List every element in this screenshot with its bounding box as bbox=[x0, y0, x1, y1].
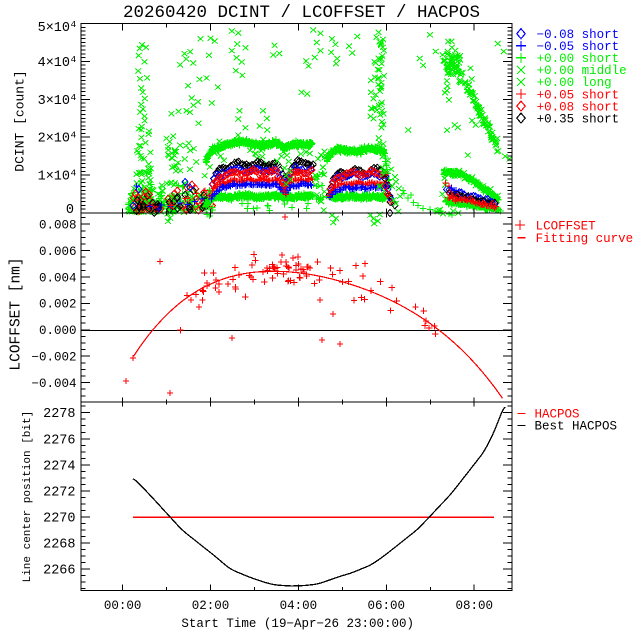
svg-text:+0.00 long: +0.00 long bbox=[537, 76, 612, 90]
svg-text:4: 4 bbox=[71, 54, 77, 65]
svg-text:LCOFFSET: LCOFFSET bbox=[536, 219, 597, 233]
svg-text:0.002: 0.002 bbox=[39, 298, 77, 312]
svg-text:0.000: 0.000 bbox=[39, 324, 77, 338]
svg-text:−0.004: −0.004 bbox=[31, 377, 76, 391]
svg-text:02:00: 02:00 bbox=[192, 599, 230, 613]
svg-text:4: 4 bbox=[71, 19, 77, 30]
svg-text:06:00: 06:00 bbox=[368, 599, 406, 613]
svg-text:Best HACPOS: Best HACPOS bbox=[535, 420, 618, 434]
svg-text:20260420 DCINT / LCOFFSET / HA: 20260420 DCINT / LCOFFSET / HACPOS bbox=[123, 3, 480, 23]
svg-text:4: 4 bbox=[71, 168, 77, 179]
svg-text:04:00: 04:00 bbox=[280, 599, 318, 613]
svg-text:0: 0 bbox=[66, 203, 74, 218]
svg-text:LCOFFSET [nm]: LCOFFSET [nm] bbox=[9, 257, 25, 370]
svg-text:−0.05 short: −0.05 short bbox=[537, 40, 620, 54]
svg-text:2272: 2272 bbox=[43, 485, 75, 500]
svg-text:2274: 2274 bbox=[43, 459, 75, 474]
svg-text:−0.08 short: −0.08 short bbox=[537, 28, 620, 42]
svg-text:1×10: 1×10 bbox=[38, 170, 70, 185]
svg-text:HACPOS: HACPOS bbox=[535, 408, 580, 422]
svg-text:0.004: 0.004 bbox=[39, 271, 77, 285]
svg-text:Fitting curve: Fitting curve bbox=[536, 232, 634, 246]
svg-text:4: 4 bbox=[71, 92, 77, 103]
svg-text:2×10: 2×10 bbox=[38, 132, 70, 147]
svg-text:2266: 2266 bbox=[43, 564, 75, 579]
svg-text:5×10: 5×10 bbox=[38, 21, 70, 36]
svg-text:0.006: 0.006 bbox=[39, 245, 77, 259]
svg-text:+0.05 short: +0.05 short bbox=[537, 88, 620, 102]
svg-text:4: 4 bbox=[71, 130, 77, 141]
svg-text:Line center position [bit]: Line center position [bit] bbox=[22, 411, 34, 583]
svg-text:2268: 2268 bbox=[43, 538, 75, 553]
svg-text:+0.00 short: +0.00 short bbox=[537, 52, 620, 66]
svg-text:2270: 2270 bbox=[43, 511, 75, 526]
svg-text:4×10: 4×10 bbox=[38, 56, 70, 71]
svg-text:0.008: 0.008 bbox=[39, 219, 77, 233]
svg-text:08:00: 08:00 bbox=[455, 599, 493, 613]
svg-text:2276: 2276 bbox=[43, 433, 75, 448]
svg-text:+0.35 short: +0.35 short bbox=[537, 112, 620, 126]
svg-text:00:00: 00:00 bbox=[104, 599, 142, 613]
svg-text:−0.002: −0.002 bbox=[31, 351, 76, 365]
svg-text:2278: 2278 bbox=[43, 407, 75, 422]
svg-text:3×10: 3×10 bbox=[38, 94, 70, 109]
svg-text:+0.00 middle: +0.00 middle bbox=[537, 64, 627, 78]
svg-text:Start Time (19−Apr−26 23:00:00: Start Time (19−Apr−26 23:00:00) bbox=[181, 617, 414, 631]
svg-text:+0.08 short: +0.08 short bbox=[537, 100, 620, 114]
svg-text:DCINT [count]: DCINT [count] bbox=[13, 70, 28, 171]
